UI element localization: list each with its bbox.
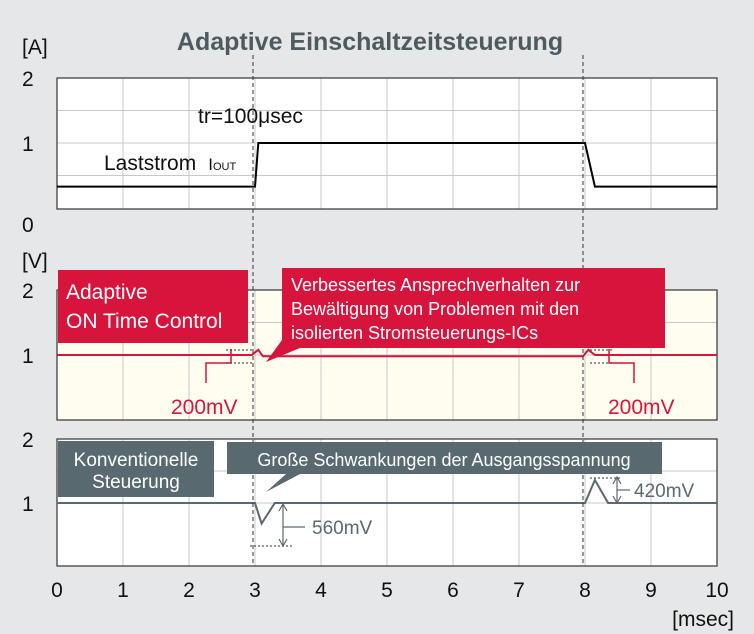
series-line-adaptive bbox=[57, 348, 717, 358]
dimension-arrow-up bbox=[278, 502, 288, 512]
x-tick-label: 4 bbox=[315, 579, 327, 602]
y-tick-label: 1 bbox=[22, 345, 34, 368]
series-name-laststrom: Laststrom IOUT bbox=[104, 152, 236, 175]
conventional-label-line: Steuerung bbox=[92, 472, 180, 493]
dimension-arrow-up bbox=[612, 475, 622, 485]
series-name-text: Laststrom bbox=[104, 152, 196, 175]
x-tick-label: 7 bbox=[513, 579, 525, 602]
x-tick-label: 5 bbox=[381, 579, 393, 602]
annotations-layer: tr=100μsec Laststrom IOUT Adaptive ON Time C… bbox=[58, 105, 695, 548]
y-tick-label: 2 bbox=[22, 429, 34, 452]
plot-frame bbox=[56, 77, 718, 210]
delta-label-left: 200mV bbox=[171, 396, 238, 419]
adaptive-callout-line: Verbessertes Ansprechverhalten zur bbox=[291, 275, 580, 295]
x-tick-label: 1 bbox=[117, 579, 129, 602]
x-tick-label: 9 bbox=[645, 579, 657, 602]
x-axis: 0 1 2 3 4 5 6 7 8 9 10 [msec] bbox=[51, 579, 734, 631]
series-name-symbol: I bbox=[208, 155, 213, 174]
y-tick-label: 1 bbox=[22, 133, 34, 156]
x-tick-label: 6 bbox=[447, 579, 459, 602]
series-line-conventional bbox=[57, 477, 717, 526]
y-axis-label: [A] bbox=[22, 36, 48, 59]
y-tick-label: 1 bbox=[22, 493, 34, 516]
series-name-subscript: OUT bbox=[213, 161, 237, 173]
x-tick-label: 0 bbox=[51, 579, 63, 602]
series-line-current bbox=[57, 142, 717, 188]
delta-marker-left bbox=[205, 349, 232, 383]
x-tick-label: 10 bbox=[705, 579, 728, 602]
conventional-callout-line: Große Schwankungen der Ausgangsspannung bbox=[257, 450, 630, 470]
conventional-label-line: Konventionelle bbox=[74, 450, 199, 471]
delta-label-right: 200mV bbox=[608, 396, 675, 419]
delta-marker-right bbox=[608, 349, 635, 383]
panel-current: 0 1 2 [A] bbox=[22, 36, 718, 237]
x-tick-label: 8 bbox=[579, 579, 591, 602]
conventional-label-box bbox=[58, 441, 214, 497]
dimension-arrow-down bbox=[278, 538, 288, 548]
adaptive-label-line: Adaptive bbox=[66, 281, 148, 304]
y-tick-label: 2 bbox=[22, 68, 34, 91]
x-tick-label: 2 bbox=[183, 579, 195, 602]
conventional-callout-box bbox=[227, 442, 662, 492]
adaptive-callout-box bbox=[266, 268, 665, 362]
y-axis-label: [V] bbox=[22, 250, 48, 273]
adaptive-label-box bbox=[58, 270, 248, 343]
adaptive-label-line: ON Time Control bbox=[66, 310, 222, 333]
rise-time-label: tr=100μsec bbox=[198, 105, 303, 128]
y-tick-label: 0 bbox=[22, 214, 34, 237]
adaptive-callout-line: isolierten Stromsteuerungs-ICs bbox=[291, 323, 538, 343]
dimension-arrow-down bbox=[612, 495, 622, 505]
dimension-label-420: 420mV bbox=[634, 481, 695, 502]
x-axis-unit: [msec] bbox=[672, 608, 734, 631]
y-tick-label: 2 bbox=[22, 280, 34, 303]
adaptive-callout-line: Bewältigung von Problemen mit den bbox=[291, 299, 579, 319]
chart-title: Adaptive Einschaltzeitsteuerung bbox=[177, 28, 563, 56]
x-tick-label: 3 bbox=[249, 579, 261, 602]
dimension-label-560: 560mV bbox=[312, 518, 373, 539]
